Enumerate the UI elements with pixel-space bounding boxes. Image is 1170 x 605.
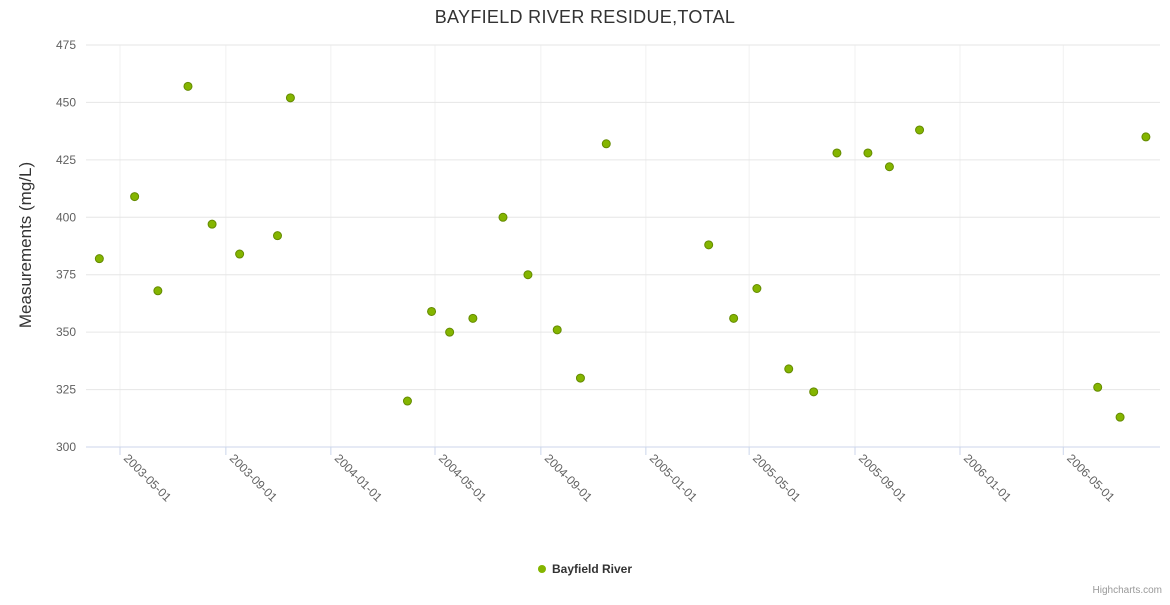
y-axis-tick-label: 325 [56,383,76,397]
data-point[interactable] [183,81,193,91]
x-axis-tick-label: 2004-01-01 [332,451,386,505]
data-point[interactable] [1093,382,1103,392]
data-point[interactable] [552,325,562,335]
x-axis-tick-label: 2003-09-01 [227,451,281,505]
x-axis-tick-label: 2003-05-01 [121,451,175,505]
data-point[interactable] [207,219,217,229]
data-point[interactable] [809,387,819,397]
x-axis-tick-label: 2006-05-01 [1064,451,1118,505]
data-point[interactable] [235,249,245,259]
data-point[interactable] [498,212,508,222]
y-axis-tick-label: 300 [56,440,76,454]
data-point[interactable] [1141,132,1151,142]
x-axis-tick-label: 2004-05-01 [436,451,490,505]
data-point[interactable] [729,313,739,323]
data-point[interactable] [884,162,894,172]
data-point[interactable] [575,373,585,383]
x-axis-tick-label: 2004-09-01 [542,451,596,505]
data-point[interactable] [704,240,714,250]
y-axis-tick-label: 375 [56,268,76,282]
y-axis-tick-label: 400 [56,210,76,224]
legend-label: Bayfield River [551,562,633,576]
y-axis-tick-label: 450 [56,95,76,109]
chart-title: BAYFIELD RIVER RESIDUE,TOTAL [434,7,736,27]
highcharts-credits[interactable]: Highcharts.com [1092,585,1162,596]
x-axis-tick-label: 2006-01-01 [961,451,1015,505]
data-point[interactable] [153,286,163,296]
y-axis-tick-label: 350 [56,325,76,339]
data-point[interactable] [863,148,873,158]
data-point[interactable] [402,396,412,406]
data-point[interactable] [915,125,925,135]
y-axis-title: Measurements (mg/L) [16,161,35,329]
data-point[interactable] [601,139,611,149]
data-point[interactable] [427,306,437,316]
data-point[interactable] [784,364,794,374]
data-point[interactable] [1115,412,1125,422]
x-axis-tick-label: 2005-05-01 [750,451,804,505]
legend-item-bayfield-river[interactable]: Bayfield River [537,562,633,576]
data-point[interactable] [523,270,533,280]
data-point[interactable] [273,231,282,241]
x-axis-tick-label: 2005-01-01 [647,451,701,505]
data-point[interactable] [752,283,762,293]
legend-marker-icon [537,565,546,573]
data-point[interactable] [130,192,140,202]
x-axis-tick-label: 2005-09-01 [856,451,910,505]
y-axis-tick-label: 425 [56,153,76,167]
data-point[interactable] [285,93,295,103]
data-point[interactable] [445,327,455,337]
data-point[interactable] [468,313,478,323]
data-point[interactable] [832,148,842,158]
data-point[interactable] [94,254,104,264]
y-axis-tick-label: 475 [56,38,76,52]
